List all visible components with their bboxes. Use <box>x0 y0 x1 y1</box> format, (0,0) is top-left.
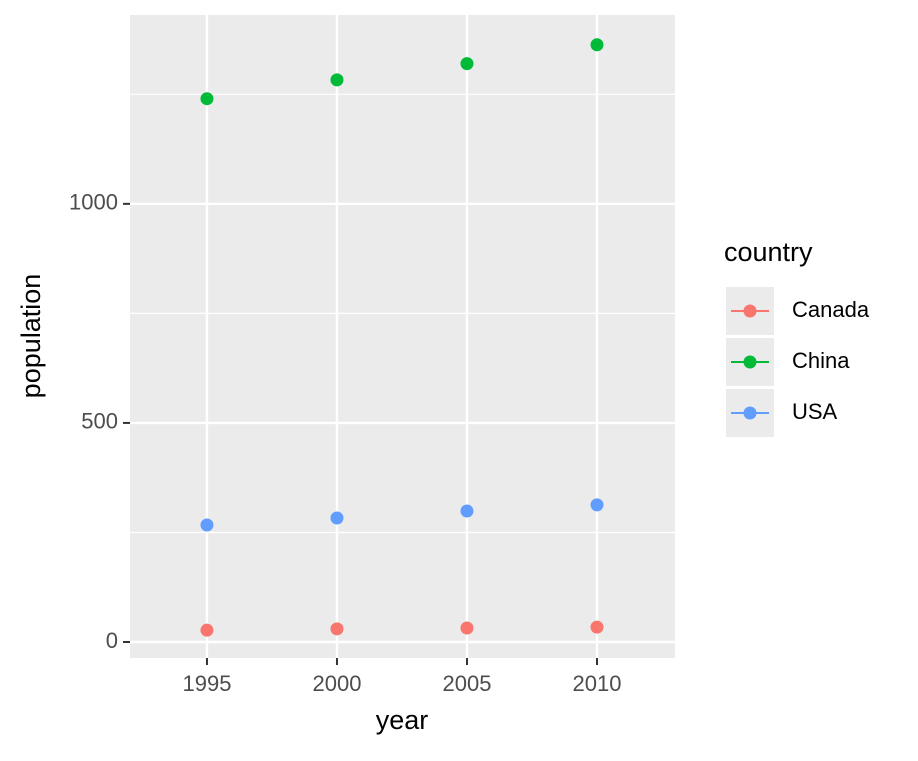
x-tick-label: 2010 <box>573 671 622 696</box>
legend-label: USA <box>792 399 838 424</box>
point <box>330 511 344 525</box>
point <box>200 623 214 637</box>
legend-point <box>743 304 757 318</box>
point <box>330 73 344 87</box>
x-axis-title: year <box>376 705 429 735</box>
point <box>330 622 344 636</box>
panel <box>130 15 675 658</box>
y-tick-label: 0 <box>106 628 118 653</box>
point <box>590 620 604 634</box>
legend-label: China <box>792 348 850 373</box>
legend-title: country <box>724 237 813 267</box>
legend-label: Canada <box>792 297 870 322</box>
x-tick-label: 2005 <box>443 671 492 696</box>
x-tick-label: 2000 <box>312 671 361 696</box>
y-tick-label: 1000 <box>69 190 118 215</box>
point <box>460 57 474 71</box>
point <box>460 504 474 518</box>
x-tick-label: 1995 <box>182 671 231 696</box>
point <box>460 621 474 635</box>
point <box>200 518 214 532</box>
y-tick-label: 500 <box>81 409 118 434</box>
legend-point <box>743 355 757 369</box>
y-axis-title: population <box>16 274 46 399</box>
point <box>200 92 214 106</box>
point <box>590 38 604 52</box>
point <box>590 498 604 512</box>
legend-point <box>743 406 757 420</box>
